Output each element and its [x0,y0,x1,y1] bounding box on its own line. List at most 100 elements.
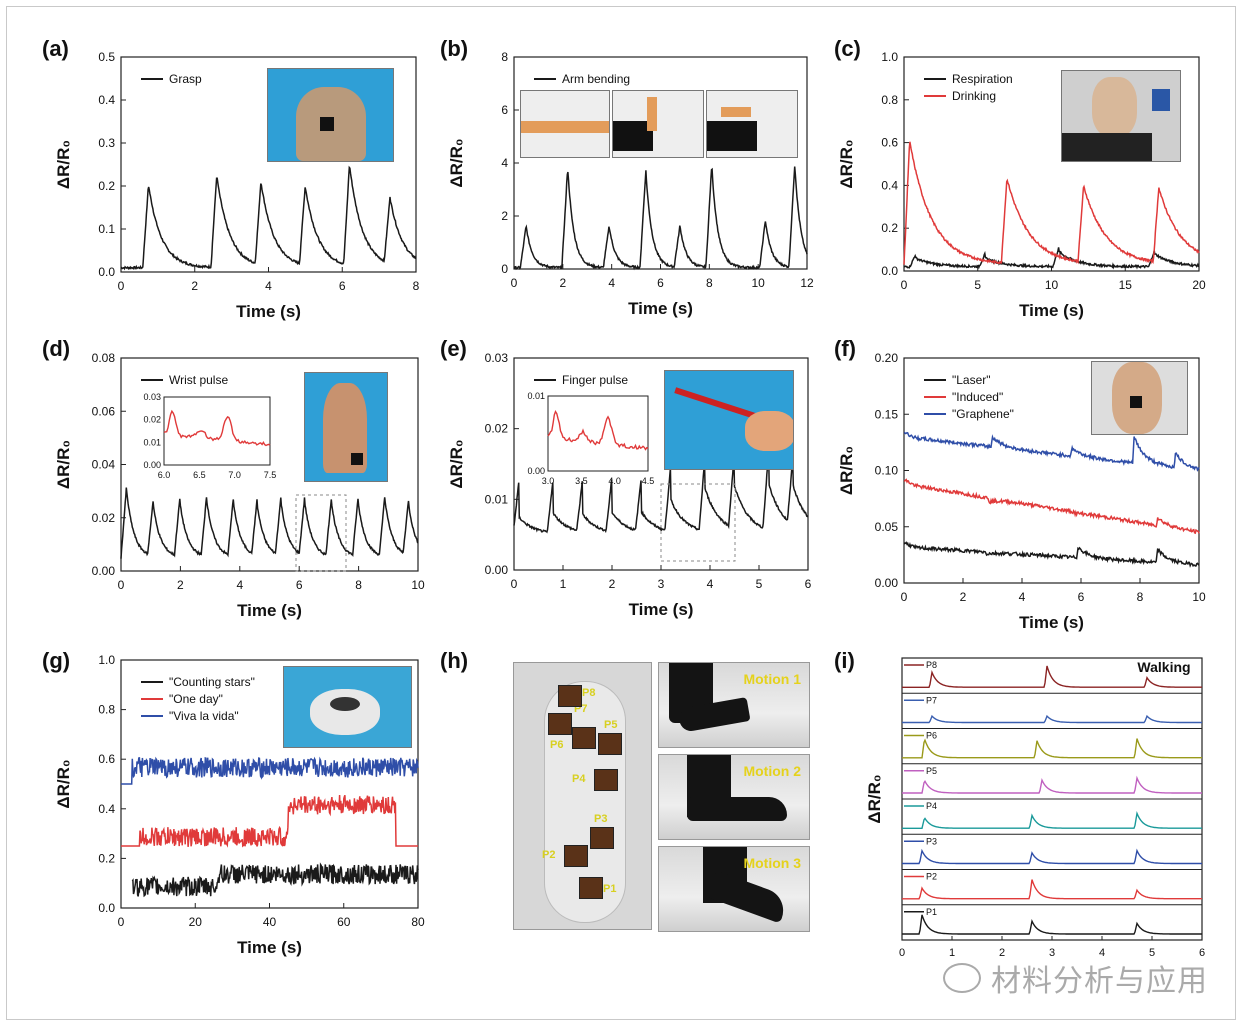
y-tick-label-6-5: 1.0 [98,653,115,667]
i-x-tick-label-3: 3 [1049,947,1055,959]
hand-with-sensor-photo [267,68,394,162]
sensor-p2-label: P2 [542,849,556,861]
x-tick-label-4-5: 5 [756,577,763,591]
walking-line-5 [902,848,1202,865]
x-axis-label-4: Time (s) [629,600,694,619]
i-x-tick-label-4: 4 [1099,947,1105,959]
y-tick-label-6-1: 0.2 [98,851,115,865]
y-tick-label-2-1: 0.2 [881,221,898,235]
inset-x-tick-3-3: 7.5 [264,470,277,480]
legend-label-4-0: Finger pulse [562,373,628,387]
legend-label-1-0: Arm bending [562,72,630,86]
panel-label-h: (h) [440,648,469,673]
y-tick-label-5-0: 0.00 [875,576,899,590]
legend-label-5-0: "Laser" [952,373,991,387]
series-line-2-1 [903,141,1200,265]
x-tick-label-6-2: 40 [263,915,277,929]
x-tick-label-6-1: 20 [189,915,203,929]
legend-label-0-0: Grasp [169,72,202,86]
y-tick-label-6-3: 0.6 [98,752,115,766]
legend-label-5-1: "Induced" [952,390,1003,404]
y-axis-label-0: ΔR/R₀ [54,140,73,189]
panel-label-e: (e) [440,336,467,361]
y-tick-label-0-2: 0.2 [98,179,115,193]
y-tick-label-1-4: 8 [501,50,508,64]
y-tick-label-2-3: 0.6 [881,136,898,150]
legend-label-6-2: "Viva la vida" [169,709,239,723]
y-tick-label-2-5: 1.0 [881,50,898,64]
channel-label-4: P4 [926,801,937,811]
y-tick-label-4-0: 0.00 [485,563,509,577]
channel-label-1: P7 [926,695,937,705]
series-line-6-1 [121,794,418,848]
motion-3-photo: Motion 3 [658,846,810,932]
legend-label-5-2: "Graphene" [952,407,1014,421]
y-tick-label-3-4: 0.08 [92,351,116,365]
series-line-6-0 [131,862,419,898]
motion-2-photo: Motion 2 [658,754,810,840]
x-tick-label-0-2: 4 [265,279,272,293]
sensor-p2 [564,845,588,867]
x-tick-label-5-3: 6 [1078,590,1085,604]
x-tick-label-4-0: 0 [511,577,518,591]
motion-1-photo: Motion 1 [658,662,810,748]
y-tick-label-1-2: 4 [501,156,508,170]
inset-y-tick-3-2: 0.02 [143,415,161,425]
y-tick-label-4-1: 0.01 [485,492,509,506]
wechat-icon [943,963,981,993]
x-tick-label-3-3: 6 [296,578,303,592]
watermark: 材料分析与应用 [943,956,1208,1000]
y-tick-label-6-2: 0.4 [98,802,115,816]
y-axis-label-2: ΔR/R₀ [837,139,856,188]
inset-frame-4 [547,395,649,472]
x-axis-label-3: Time (s) [237,601,302,620]
x-tick-label-1-5: 10 [751,276,765,290]
legend-label-6-0: "Counting stars" [169,675,255,689]
sensor-p8-label: P8 [582,687,596,699]
panel-label-i: (i) [834,648,855,673]
x-axis-label-1: Time (s) [628,299,693,318]
y-tick-label-5-2: 0.10 [875,464,899,478]
y-tick-label-1-1: 2 [501,209,508,223]
i-y-axis-label: ΔR/R₀ [865,774,884,823]
channel-label-3: P5 [926,766,937,776]
y-axis-label-5: ΔR/R₀ [837,446,856,495]
panel-label-f: (f) [834,336,856,361]
panel-label-d: (d) [42,336,71,361]
x-tick-label-4-6: 6 [805,577,812,591]
y-tick-label-3-2: 0.04 [92,458,116,472]
series-line-2-0 [903,247,1200,270]
sensor-p6 [572,727,596,749]
y-axis-label-1: ΔR/R₀ [447,138,466,187]
y-tick-label-5-1: 0.05 [875,520,899,534]
channel-label-5: P3 [926,836,937,846]
walking-line-4 [902,810,1202,829]
sensor-p4 [594,769,618,791]
walking-line-6 [902,879,1202,900]
x-tick-label-4-1: 1 [560,577,567,591]
sensor-p5 [598,733,622,755]
inset-y-tick-3-3: 0.03 [143,392,161,402]
y-tick-label-3-0: 0.00 [92,564,116,578]
series-line-3-0 [120,487,419,559]
sensor-p1-label: P1 [603,883,617,895]
legend-label-2-0: Respiration [952,72,1013,86]
panel-label-b: (b) [440,36,469,61]
x-tick-label-5-1: 2 [960,590,967,604]
walking-title: Walking [1137,659,1190,675]
x-tick-label-5-4: 8 [1137,590,1144,604]
x-tick-label-1-2: 4 [608,276,615,290]
wrist-photo [304,372,388,482]
panel-label-a: (a) [42,36,69,61]
x-tick-label-1-0: 0 [511,276,518,290]
inset-x-tick-4-3: 4.5 [642,476,655,486]
sensor-p3 [590,827,614,849]
y-tick-label-2-2: 0.4 [881,178,898,192]
walking-line-2 [902,738,1202,759]
x-tick-label-1-1: 2 [559,276,566,290]
series-line-5-1 [903,478,1200,535]
x-tick-label-2-0: 0 [901,278,908,292]
zoom-region-4 [660,483,736,562]
sensor-p6-label: P6 [550,739,564,751]
sensor-p1 [579,877,603,899]
